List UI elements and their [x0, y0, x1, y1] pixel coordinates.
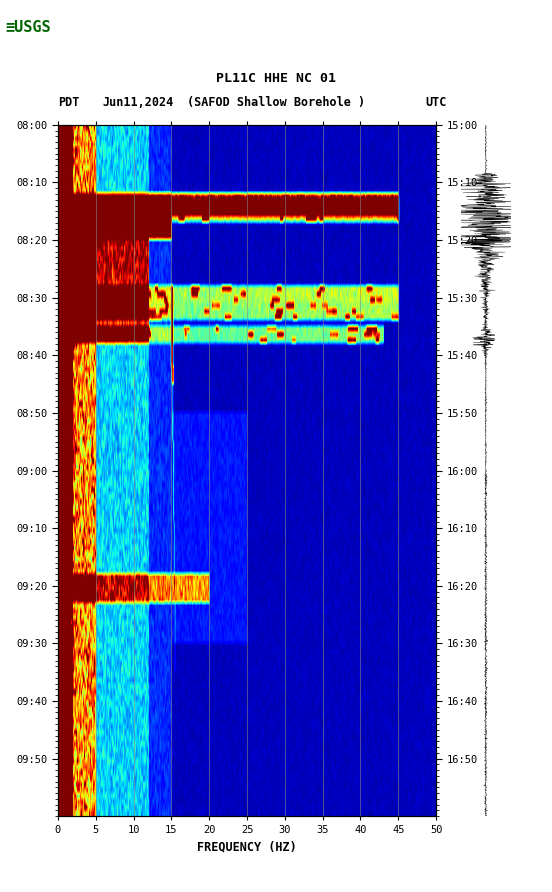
Text: UTC: UTC — [426, 95, 447, 109]
X-axis label: FREQUENCY (HZ): FREQUENCY (HZ) — [197, 841, 297, 854]
Text: ≡USGS: ≡USGS — [6, 20, 51, 35]
Text: PDT: PDT — [58, 95, 79, 109]
Text: Jun11,2024: Jun11,2024 — [102, 95, 173, 109]
Text: (SAFOD Shallow Borehole ): (SAFOD Shallow Borehole ) — [187, 95, 365, 109]
Text: PL11C HHE NC 01: PL11C HHE NC 01 — [216, 71, 336, 85]
